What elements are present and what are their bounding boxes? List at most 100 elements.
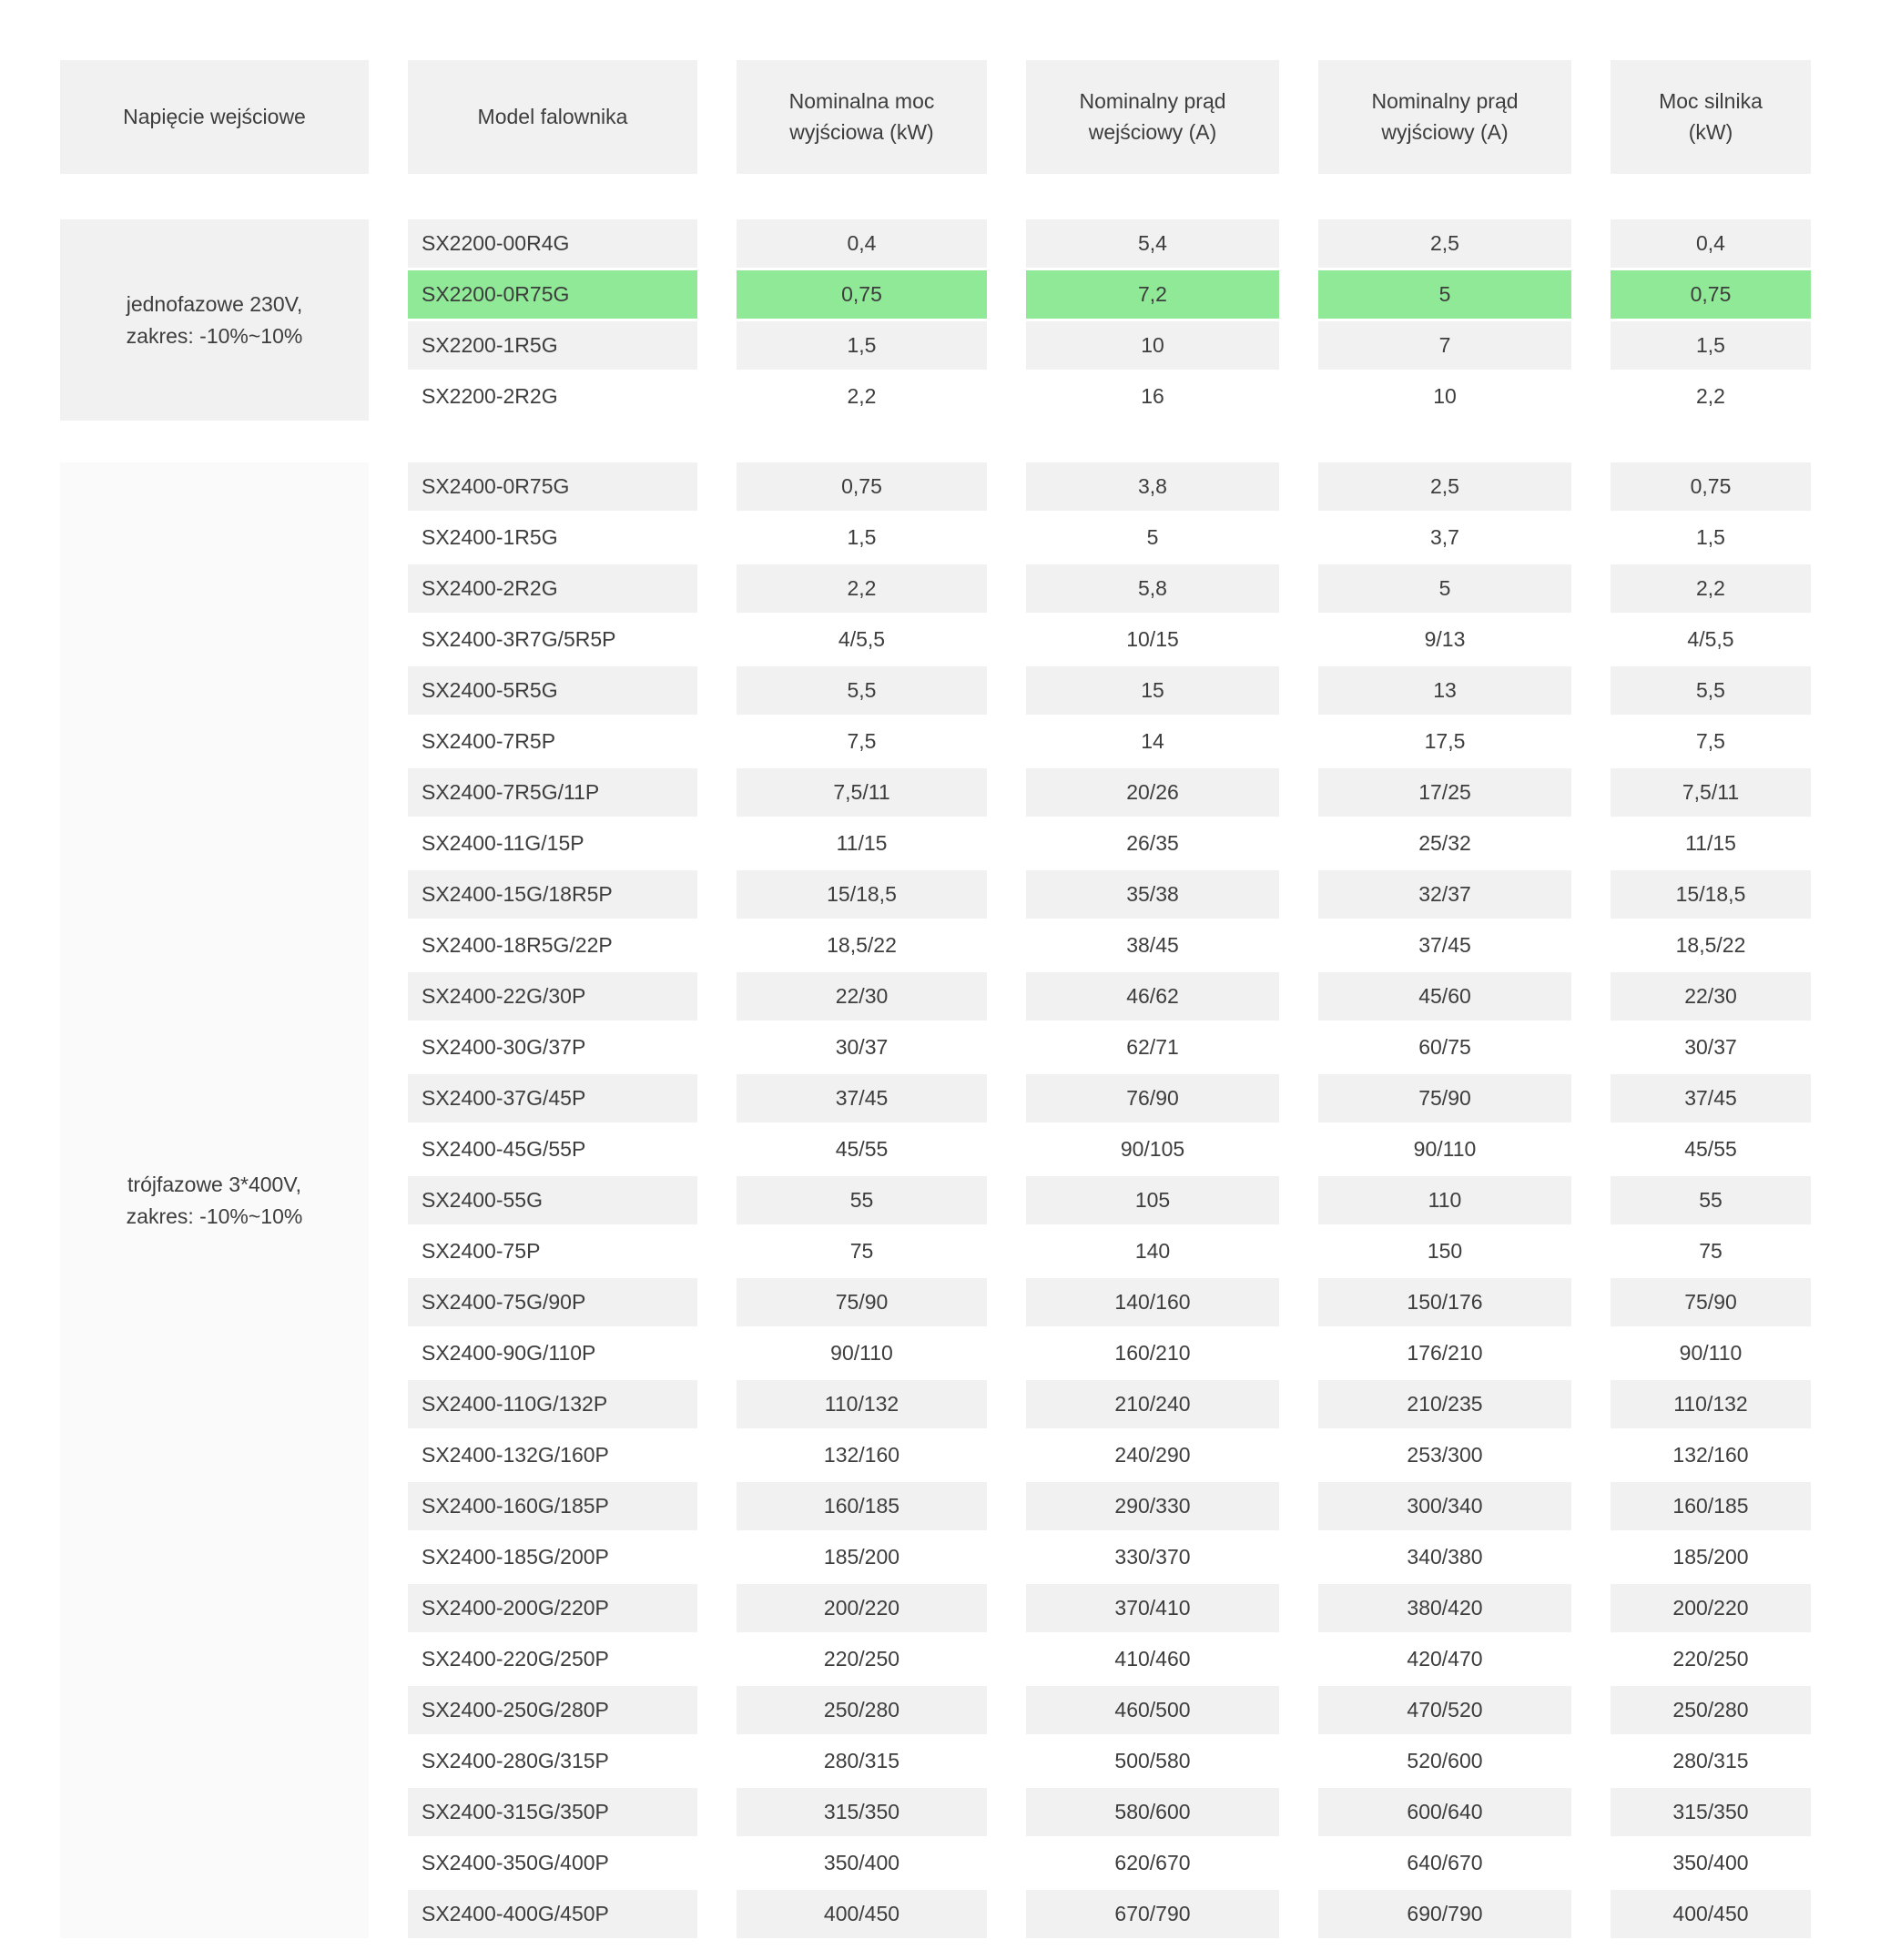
- value-cell: 220/250: [1611, 1635, 1811, 1683]
- value-cell: 500/580: [1026, 1737, 1279, 1785]
- table-body: jednofazowe 230V, zakres: -10%~10% SX2200-…: [60, 219, 1811, 1938]
- value-cell: 32/37: [1318, 870, 1571, 919]
- value-cell: 5: [1318, 270, 1571, 319]
- model-cell: SX2200-2R2G: [408, 372, 697, 421]
- model-cell: SX2400-250G/280P: [408, 1686, 697, 1734]
- model-cell: SX2400-220G/250P: [408, 1635, 697, 1683]
- value-cell: 9/13: [1318, 615, 1571, 664]
- value-cell: 22/30: [1611, 972, 1811, 1021]
- value-cell: 75/90: [1318, 1074, 1571, 1122]
- value-cell: 0,4: [1611, 219, 1811, 268]
- model-cell: SX2400-3R7G/5R5P: [408, 615, 697, 664]
- value-cell: 280/315: [737, 1737, 987, 1785]
- value-cell: 200/220: [1611, 1584, 1811, 1632]
- value-cell: 45/55: [1611, 1125, 1811, 1173]
- value-cell: 90/110: [1318, 1125, 1571, 1173]
- model-cell: SX2400-160G/185P: [408, 1482, 697, 1530]
- model-cell: SX2400-400G/450P: [408, 1890, 697, 1938]
- model-cell: SX2400-280G/315P: [408, 1737, 697, 1785]
- model-cell: SX2400-55G: [408, 1176, 697, 1224]
- header-input-current: Nominalny prąd wejściowy (A): [1026, 60, 1279, 174]
- header-output-power: Nominalna moc wyjściowa (kW): [737, 60, 987, 174]
- value-cell: 0,75: [1611, 270, 1811, 319]
- value-cell: 90/110: [737, 1329, 987, 1377]
- value-cell: 176/210: [1318, 1329, 1571, 1377]
- voltage-line: trójfazowe 3*400V,: [127, 1173, 301, 1196]
- value-cell: 60/75: [1318, 1023, 1571, 1071]
- value-cell: 132/160: [737, 1431, 987, 1479]
- value-cell: 250/280: [1611, 1686, 1811, 1734]
- value-cell: 160/185: [737, 1482, 987, 1530]
- table-group-2: trójfazowe 3*400V, zakres: -10%~10% SX2400…: [60, 462, 1811, 1938]
- value-cell: 470/520: [1318, 1686, 1571, 1734]
- value-cell: 600/640: [1318, 1788, 1571, 1836]
- value-cell: 62/71: [1026, 1023, 1279, 1071]
- value-cell: 2,2: [1611, 564, 1811, 613]
- value-cell: 460/500: [1026, 1686, 1279, 1734]
- value-cell: 2,2: [737, 372, 987, 421]
- value-cell: 350/400: [737, 1839, 987, 1887]
- value-cell: 11/15: [1611, 819, 1811, 868]
- value-cell: 105: [1026, 1176, 1279, 1224]
- value-cell: 1,5: [1611, 321, 1811, 370]
- model-cell: SX2400-30G/37P: [408, 1023, 697, 1071]
- voltage-group-cell: jednofazowe 230V, zakres: -10%~10%: [60, 219, 369, 421]
- value-cell: 1,5: [737, 513, 987, 562]
- value-cell: 380/420: [1318, 1584, 1571, 1632]
- value-cell: 7,2: [1026, 270, 1279, 319]
- value-cell: 690/790: [1318, 1890, 1571, 1938]
- value-cell: 14: [1026, 717, 1279, 766]
- value-cell: 580/600: [1026, 1788, 1279, 1836]
- value-cell: 37/45: [737, 1074, 987, 1122]
- value-cell: 1,5: [737, 321, 987, 370]
- model-cell: SX2400-18R5G/22P: [408, 921, 697, 970]
- model-cell: SX2400-5R5G: [408, 666, 697, 715]
- model-cell: SX2200-0R75G: [408, 270, 697, 319]
- value-cell: 150: [1318, 1227, 1571, 1275]
- value-cell: 400/450: [737, 1890, 987, 1938]
- value-cell: 3,8: [1026, 462, 1279, 511]
- value-cell: 75: [737, 1227, 987, 1275]
- table-group-1: jednofazowe 230V, zakres: -10%~10% SX2200-…: [60, 219, 1811, 421]
- value-cell: 5: [1318, 564, 1571, 613]
- value-cell: 90/105: [1026, 1125, 1279, 1173]
- model-cell: SX2400-45G/55P: [408, 1125, 697, 1173]
- value-cell: 3,7: [1318, 513, 1571, 562]
- model-cell: SX2400-90G/110P: [408, 1329, 697, 1377]
- value-cell: 330/370: [1026, 1533, 1279, 1581]
- value-cell: 55: [1611, 1176, 1811, 1224]
- model-cell: SX2400-315G/350P: [408, 1788, 697, 1836]
- value-cell: 210/235: [1318, 1380, 1571, 1428]
- value-cell: 350/400: [1611, 1839, 1811, 1887]
- value-cell: 26/35: [1026, 819, 1279, 868]
- value-cell: 7,5: [737, 717, 987, 766]
- value-cell: 280/315: [1611, 1737, 1811, 1785]
- value-cell: 4/5,5: [1611, 615, 1811, 664]
- value-cell: 110/132: [1611, 1380, 1811, 1428]
- voltage-line: jednofazowe 230V,: [126, 292, 303, 316]
- value-cell: 253/300: [1318, 1431, 1571, 1479]
- value-cell: 11/15: [737, 819, 987, 868]
- value-cell: 55: [737, 1176, 987, 1224]
- value-cell: 46/62: [1026, 972, 1279, 1021]
- model-cell: SX2400-15G/18R5P: [408, 870, 697, 919]
- value-cell: 2,5: [1318, 219, 1571, 268]
- value-cell: 7,5/11: [1611, 768, 1811, 817]
- value-cell: 520/600: [1318, 1737, 1571, 1785]
- value-cell: 185/200: [737, 1533, 987, 1581]
- value-cell: 75: [1611, 1227, 1811, 1275]
- value-cell: 5: [1026, 513, 1279, 562]
- model-cell: SX2200-00R4G: [408, 219, 697, 268]
- model-cell: SX2400-2R2G: [408, 564, 697, 613]
- value-cell: 210/240: [1026, 1380, 1279, 1428]
- value-cell: 640/670: [1318, 1839, 1571, 1887]
- value-cell: 0,75: [737, 462, 987, 511]
- model-cell: SX2400-110G/132P: [408, 1380, 697, 1428]
- value-cell: 25/32: [1318, 819, 1571, 868]
- value-cell: 0,75: [1611, 462, 1811, 511]
- value-cell: 340/380: [1318, 1533, 1571, 1581]
- model-cell: SX2400-0R75G: [408, 462, 697, 511]
- value-cell: 45/55: [737, 1125, 987, 1173]
- value-cell: 420/470: [1318, 1635, 1571, 1683]
- value-cell: 5,8: [1026, 564, 1279, 613]
